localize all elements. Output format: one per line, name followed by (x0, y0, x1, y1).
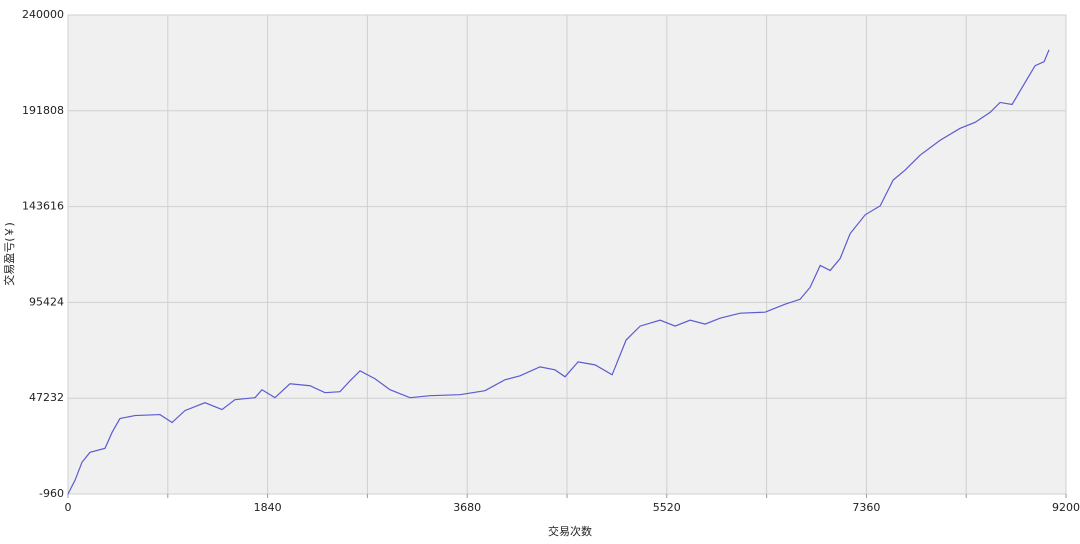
x-tick-label: 5520 (653, 501, 681, 514)
x-tick-label: 9200 (1052, 501, 1080, 514)
series-line (67, 49, 1050, 495)
y-axis-title: 交易盈亏(￥) (2, 222, 16, 286)
x-tick-label: 0 (65, 501, 72, 514)
y-tick-label: 95424 (29, 295, 64, 308)
y-tick-label: 47232 (29, 391, 64, 404)
x-tick-label: 7360 (852, 501, 880, 514)
y-tick-label: 143616 (22, 200, 64, 213)
y-tick-label: -960 (39, 487, 64, 500)
x-tick-label: 1840 (254, 501, 282, 514)
y-tick-label: 240000 (22, 8, 64, 21)
x-tick-label: 3680 (453, 501, 481, 514)
y-tick-label: 191808 (22, 104, 64, 117)
x-axis-title: 交易次数 (548, 524, 592, 538)
